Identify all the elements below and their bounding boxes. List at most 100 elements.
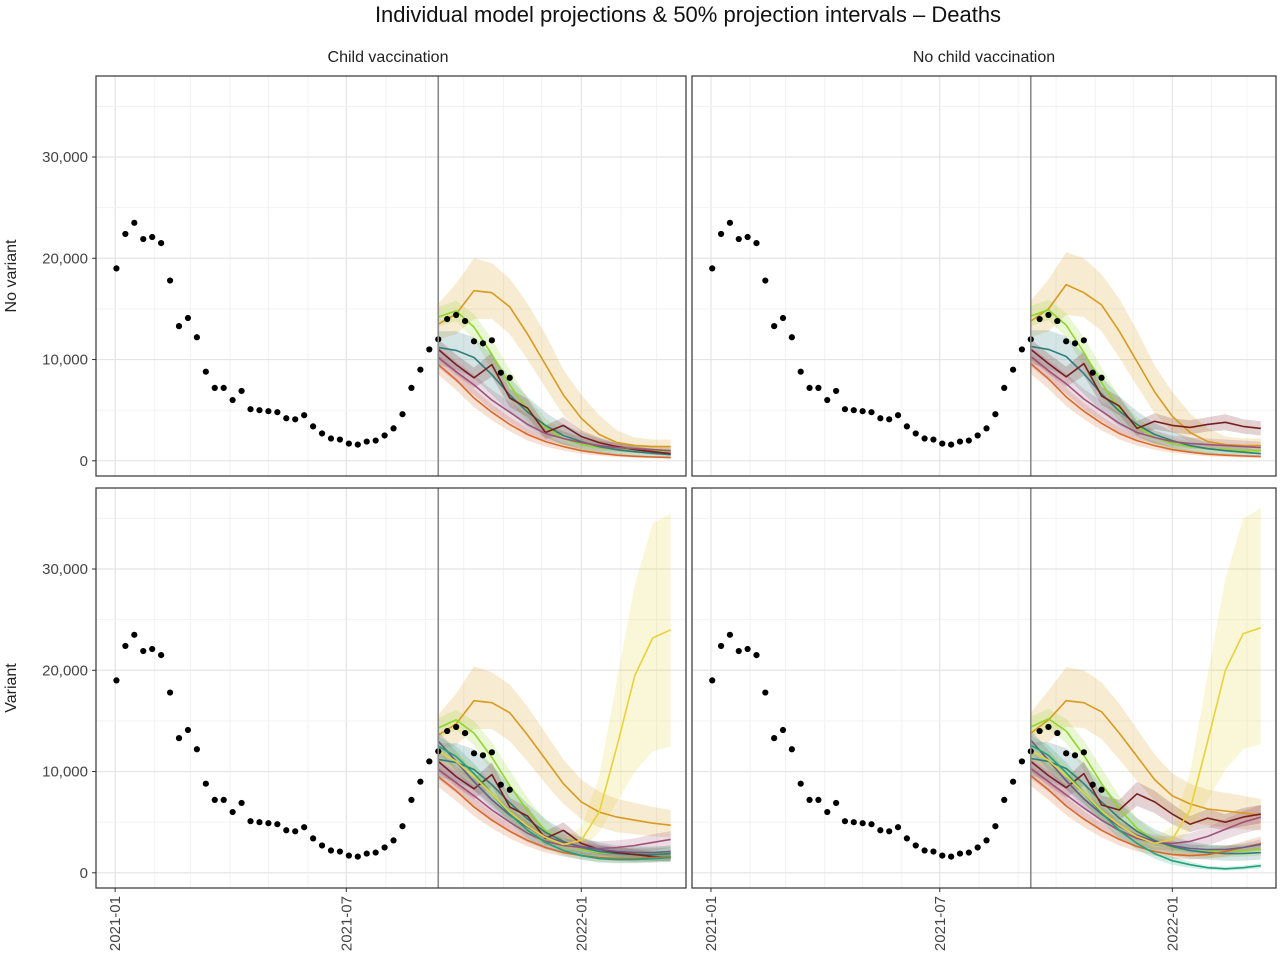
projection-interval-band <box>438 743 671 862</box>
observed-point <box>983 837 990 844</box>
y-tick-label: 30,000 <box>42 561 88 578</box>
observed-point <box>735 647 742 655</box>
panel-background <box>692 76 1276 476</box>
observed-point <box>992 823 999 830</box>
observed-point <box>399 823 406 830</box>
observed-point <box>149 233 156 241</box>
observed-point <box>122 642 129 650</box>
observed-point <box>1009 366 1017 373</box>
observed-point <box>453 311 460 319</box>
observed-point <box>983 425 990 432</box>
observed-point <box>894 412 902 419</box>
observed-point <box>744 645 751 653</box>
projection-interval-band <box>438 258 671 453</box>
observed-point <box>301 412 308 419</box>
observed-point <box>1054 317 1061 325</box>
observed-point <box>912 430 919 437</box>
projection-interval-band <box>438 339 671 456</box>
observed-point <box>336 848 344 855</box>
panel-border <box>691 487 1277 889</box>
projection-interval-band <box>1030 667 1261 831</box>
observed-point <box>193 746 200 753</box>
observed-point <box>1045 723 1052 731</box>
observed-point <box>166 689 174 696</box>
observed-point <box>948 853 955 860</box>
observed-point <box>444 727 451 735</box>
observed-point <box>149 645 156 653</box>
projection-median-line <box>1030 699 1261 816</box>
projection-median-line <box>437 768 671 850</box>
observed-point <box>735 235 742 243</box>
projection-interval-band <box>438 751 671 862</box>
observed-point <box>479 340 487 347</box>
observed-point <box>779 726 787 734</box>
observed-point <box>363 438 370 445</box>
x-tick-label: 2021-01 <box>107 896 124 951</box>
observed-point <box>122 230 129 238</box>
observed-point <box>444 315 451 323</box>
projection-interval-band <box>1030 742 1261 861</box>
observed-point <box>868 821 875 828</box>
projection-median-line <box>1030 757 1261 855</box>
observed-point <box>1001 796 1008 803</box>
y-tick-label: 0 <box>80 453 88 470</box>
projection-interval-band <box>1030 252 1261 452</box>
observed-point <box>824 396 831 404</box>
x-tick-label: 2022-01 <box>1164 896 1181 951</box>
observed-point <box>461 729 469 737</box>
observed-point <box>806 384 813 391</box>
observed-point <box>488 749 495 756</box>
observed-point <box>1098 374 1105 381</box>
observed-point <box>506 374 513 381</box>
observed-point <box>327 847 335 854</box>
observed-point <box>283 415 290 422</box>
projection-median-line <box>1030 348 1261 430</box>
observed-point <box>247 406 254 413</box>
observed-point <box>274 409 281 416</box>
observed-point <box>131 631 138 638</box>
observed-point <box>318 842 326 849</box>
observed-point <box>309 423 317 430</box>
observed-point <box>408 796 415 803</box>
observed-point <box>815 384 822 391</box>
observed-point <box>283 827 290 834</box>
observed-point <box>470 338 478 345</box>
observed-point <box>833 387 840 395</box>
observed-point <box>1089 781 1096 788</box>
panel-content <box>113 219 671 459</box>
x-tick-label: 2021-07 <box>338 896 355 951</box>
observed-point <box>717 642 725 650</box>
observed-point <box>753 651 760 659</box>
observed-point <box>381 844 388 851</box>
observed-point <box>894 824 902 831</box>
observed-point <box>229 396 236 404</box>
observed-point <box>202 368 209 375</box>
projection-median-line <box>437 699 671 826</box>
observed-point <box>939 852 946 859</box>
projection-median-line <box>1030 626 1262 845</box>
observed-point <box>788 746 795 753</box>
observed-point <box>1080 337 1087 344</box>
observed-point <box>1071 340 1079 347</box>
panel-content <box>709 508 1262 871</box>
projection-median-line <box>437 629 672 846</box>
observed-point <box>815 796 822 803</box>
observed-point <box>859 820 866 827</box>
observed-point <box>974 844 981 851</box>
observed-point <box>886 828 893 835</box>
observed-point <box>229 808 236 816</box>
observed-point <box>390 425 397 432</box>
observed-point <box>166 277 174 284</box>
row-strip-label-no-variant: No variant <box>3 239 20 312</box>
observed-point <box>345 440 352 447</box>
observed-point <box>833 799 840 807</box>
observed-point <box>363 850 370 857</box>
panel-3 <box>691 487 1277 889</box>
projection-median-line <box>437 740 671 854</box>
observed-point <box>965 849 972 856</box>
observed-point <box>965 437 972 444</box>
observed-point <box>309 835 317 842</box>
observed-point <box>1054 729 1061 737</box>
observed-point <box>1018 346 1026 353</box>
axes-layer: 0 10,000 20,000 30,000 0 10,000 20,000 30,000 20… <box>42 149 1181 951</box>
